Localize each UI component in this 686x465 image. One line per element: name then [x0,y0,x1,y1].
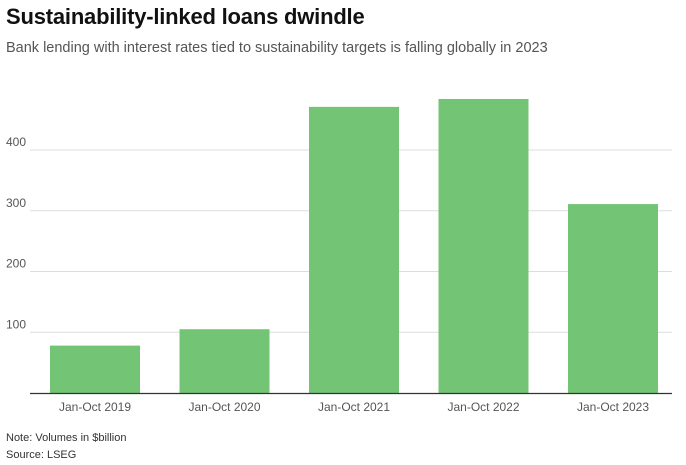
chart-source: Source: LSEG [6,449,77,461]
bar-layer [50,98,658,394]
y-tick-label: 400 [6,135,26,149]
bar-jan-oct-2019 [50,345,140,393]
x-tick-label: Jan-Oct 2021 [318,400,390,414]
x-tick-label: Jan-Oct 2023 [577,400,649,414]
bar-jan-oct-2023 [568,204,658,393]
y-tick-label: 100 [6,317,26,331]
y-tick-label: 200 [6,257,26,271]
x-tick-label: Jan-Oct 2020 [188,400,260,414]
x-tick-label: Jan-Oct 2022 [447,400,519,414]
chart-note: Note: Volumes in $billion [6,432,127,444]
y-tick-label: 300 [6,196,26,210]
bar-jan-oct-2021 [309,106,399,394]
chart-title: Sustainability-linked loans dwindle [6,4,365,29]
x-tick-label: Jan-Oct 2019 [59,400,131,414]
axis-layer: Jan-Oct 2019 Jan-Oct 2020 Jan-Oct 2021 Jan-… [30,392,672,414]
chart-subtitle: Bank lending with interest rates tied to… [6,40,548,56]
bar-jan-oct-2022 [438,98,529,393]
bar-jan-oct-2020 [179,329,270,393]
